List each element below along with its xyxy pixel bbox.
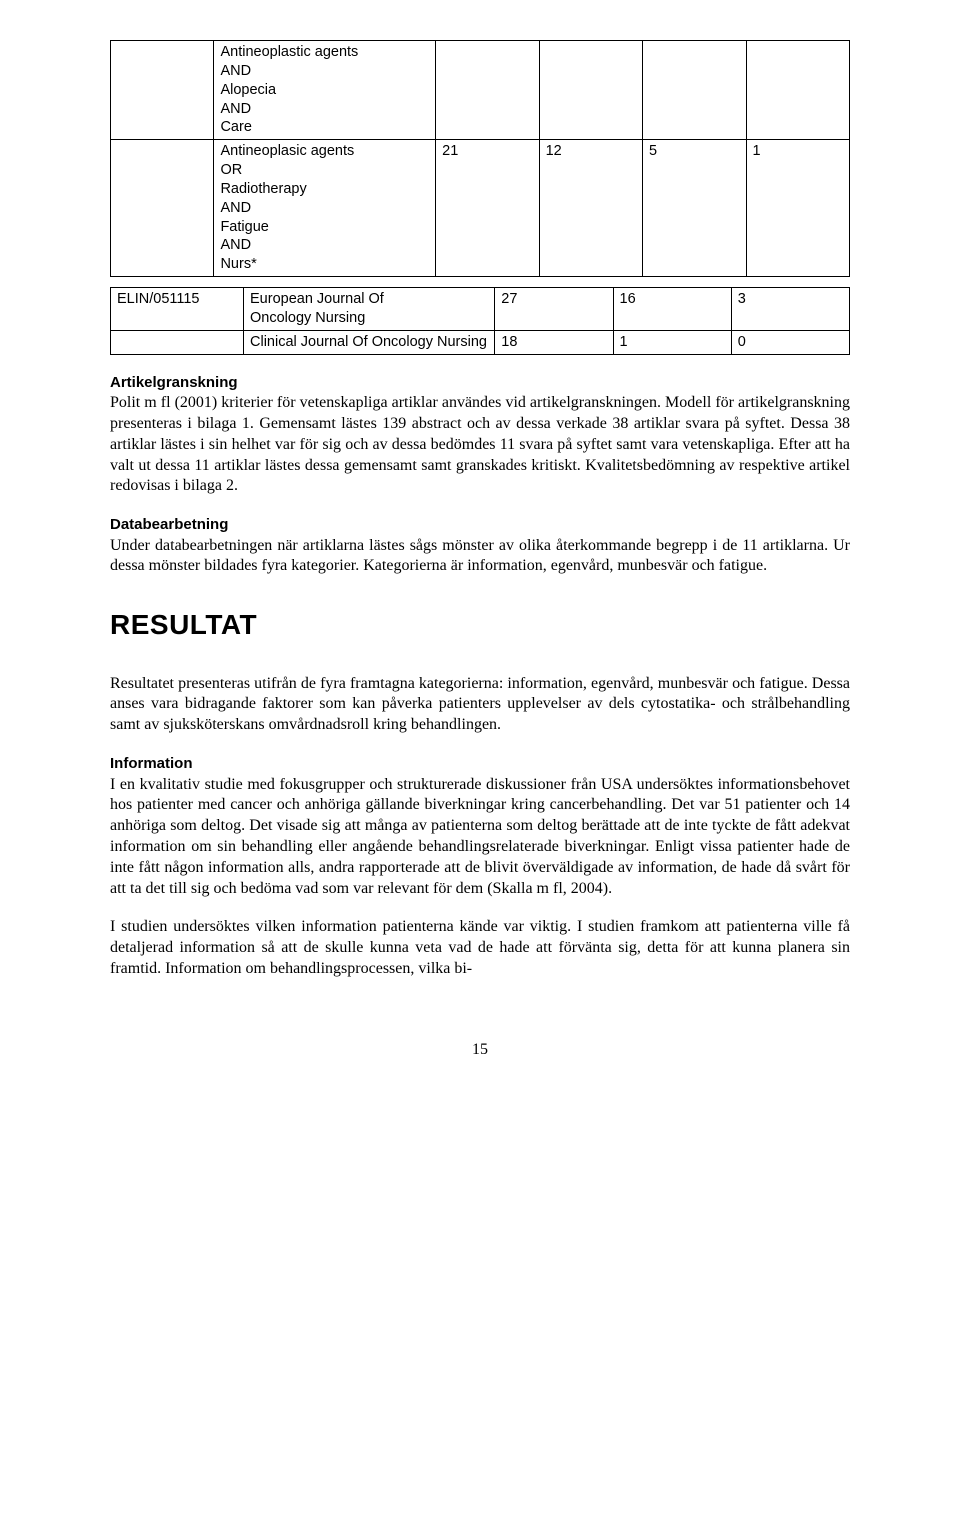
- table-cell: European Journal OfOncology Nursing: [244, 288, 495, 331]
- heading-information: Information: [110, 754, 850, 774]
- table-row: Clinical Journal Of Oncology Nursing1810: [111, 330, 850, 354]
- table-row: ELIN/051115European Journal OfOncology N…: [111, 288, 850, 331]
- paragraph-databearbetning: Under databearbetningen när artiklarna l…: [110, 536, 850, 578]
- table-cell: [539, 41, 642, 140]
- table-cell: [111, 140, 214, 277]
- table-row: Antineoplastic agentsANDAlopeciaANDCare: [111, 41, 850, 140]
- table-cell: 1: [746, 140, 850, 277]
- search-terms-table-2: ELIN/051115European Journal OfOncology N…: [110, 287, 850, 355]
- table-cell: 21: [436, 140, 539, 277]
- table-cell: [643, 41, 746, 140]
- table-cell: [111, 330, 244, 354]
- table-cell: 3: [731, 288, 849, 331]
- paragraph-artikelgranskning: Polit m fl (2001) kriterier för vetenska…: [110, 393, 850, 497]
- table-cell: 27: [495, 288, 613, 331]
- paragraph-information-2: I studien undersöktes vilken information…: [110, 917, 850, 979]
- table-cell: 0: [731, 330, 849, 354]
- page-number: 15: [110, 1040, 850, 1061]
- table-cell: 12: [539, 140, 642, 277]
- table-cell: [111, 41, 214, 140]
- table-cell: [746, 41, 850, 140]
- table-cell: Antineoplastic agentsANDAlopeciaANDCare: [214, 41, 436, 140]
- table-cell: [436, 41, 539, 140]
- table-cell: 1: [613, 330, 731, 354]
- table-cell: ELIN/051115: [111, 288, 244, 331]
- paragraph-information-1: I en kvalitativ studie med fokusgrupper …: [110, 775, 850, 900]
- table-cell: 18: [495, 330, 613, 354]
- table-cell: 5: [643, 140, 746, 277]
- search-terms-table-1: Antineoplastic agentsANDAlopeciaANDCareA…: [110, 40, 850, 277]
- heading-resultat: RESULTAT: [110, 607, 850, 643]
- table-cell: 16: [613, 288, 731, 331]
- heading-databearbetning: Databearbetning: [110, 515, 850, 535]
- paragraph-resultat-intro: Resultatet presenteras utifrån de fyra f…: [110, 674, 850, 736]
- table-cell: Clinical Journal Of Oncology Nursing: [244, 330, 495, 354]
- heading-artikelgranskning: Artikelgranskning: [110, 373, 850, 393]
- table-row: Antineoplasic agentsORRadiotherapyANDFat…: [111, 140, 850, 277]
- table-cell: Antineoplasic agentsORRadiotherapyANDFat…: [214, 140, 436, 277]
